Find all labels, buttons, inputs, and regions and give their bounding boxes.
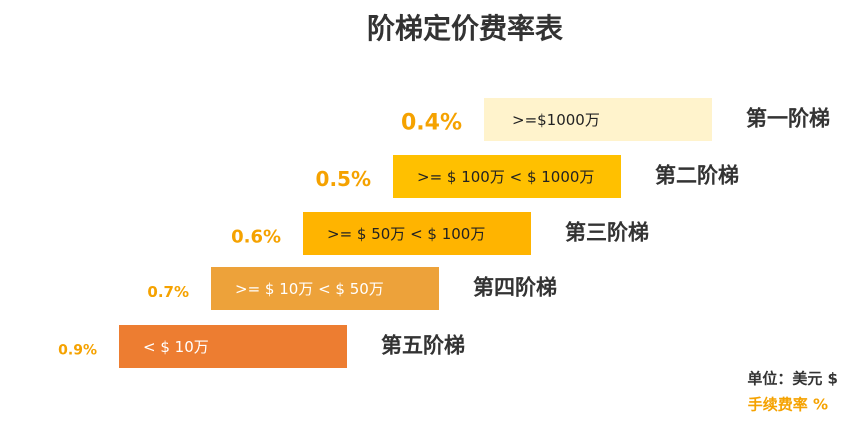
tier-name: 第五阶梯 — [381, 334, 465, 358]
tier-box — [484, 98, 712, 141]
unit-note: 单位：美元 $ — [747, 370, 838, 388]
tier-range: < $ 10万 — [143, 338, 209, 356]
title: 阶梯定价费率表 — [367, 12, 563, 45]
tier-range: >= $ 10万 < $ 50万 — [235, 280, 384, 298]
tier-box — [303, 212, 531, 255]
tier-name: 第一阶梯 — [746, 107, 830, 131]
tier-name: 第四阶梯 — [473, 276, 557, 300]
tier-range: >=$1000万 — [512, 111, 600, 129]
tier-rate: 0.9% — [58, 343, 97, 359]
tier-range: >= $ 50万 < $ 100万 — [327, 225, 485, 243]
tier-rate: 0.7% — [147, 283, 189, 301]
tier-rate: 0.6% — [231, 227, 281, 248]
tier-name: 第二阶梯 — [655, 164, 739, 188]
tier-range: >= $ 100万 < $ 1000万 — [417, 168, 594, 186]
tier-box — [393, 155, 621, 198]
tier-box — [211, 267, 439, 310]
tier-rate: 0.5% — [316, 167, 371, 191]
rate-note: 手续费率 % — [748, 396, 828, 414]
tier-name: 第三阶梯 — [565, 221, 649, 245]
tier-rate: 0.4% — [401, 111, 462, 136]
tier-box — [119, 325, 347, 368]
